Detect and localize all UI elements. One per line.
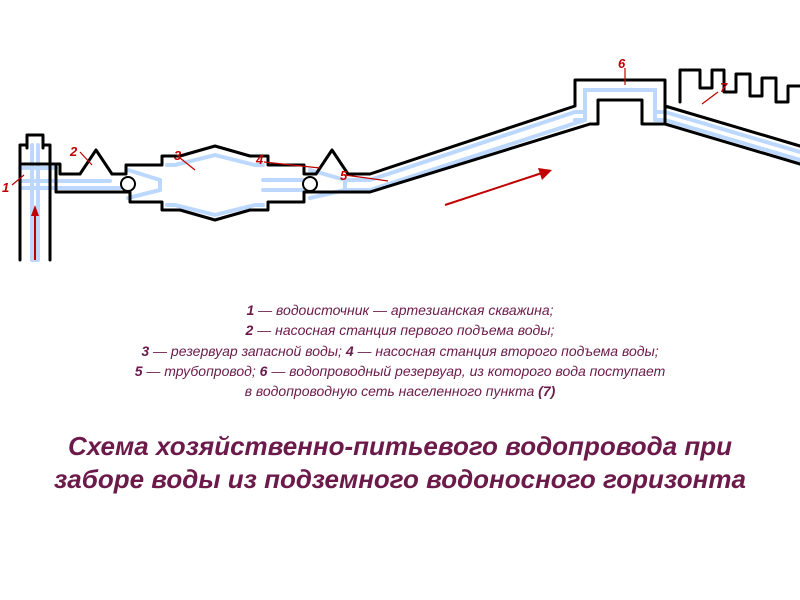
legend-text: — насосная станция второго подъема воды; — [354, 343, 659, 359]
legend-line: в водопроводную сеть населенного пункта … — [20, 381, 780, 401]
legend-line: 1 — водоисточник — артезианская скважина… — [20, 300, 780, 320]
legend-text: — резервуар запасной воды; — [149, 343, 346, 359]
legend-text: — водопроводный резервуар, из которого в… — [267, 363, 665, 379]
diagram-title: Схема хозяйственно-питьевого водопровода… — [40, 430, 760, 495]
legend-text: в водопроводную сеть населенного пункта — [245, 383, 538, 399]
legend-text: — водоисточник — артезианская скважина; — [254, 302, 553, 318]
water-supply-diagram — [0, 50, 800, 270]
legend-number: 3 — [141, 343, 149, 359]
label-3: 3 — [174, 148, 181, 163]
label-5: 5 — [340, 168, 347, 183]
legend-text: — насосная станция первого подъема воды; — [253, 322, 554, 338]
diagram-svg — [0, 50, 800, 270]
page: 1 2 3 4 5 6 7 1 — водоисточник — артезианская … — [0, 0, 800, 600]
legend-line: 2 — насосная станция первого подъема вод… — [20, 320, 780, 340]
label-6: 6 — [618, 56, 625, 71]
legend: 1 — водоисточник — артезианская скважина… — [20, 300, 780, 401]
label-4: 4 — [256, 152, 263, 167]
label-2: 2 — [70, 144, 77, 159]
label-1: 1 — [2, 180, 9, 195]
label-7: 7 — [720, 80, 727, 95]
legend-text: — трубопровод; — [143, 363, 260, 379]
legend-number: 4 — [346, 343, 354, 359]
legend-number: (7) — [538, 383, 555, 399]
legend-line: 3 — резервуар запасной воды; 4 — насосна… — [20, 341, 780, 361]
legend-line: 5 — трубопровод; 6 — водопроводный резер… — [20, 361, 780, 381]
legend-number: 5 — [135, 363, 143, 379]
